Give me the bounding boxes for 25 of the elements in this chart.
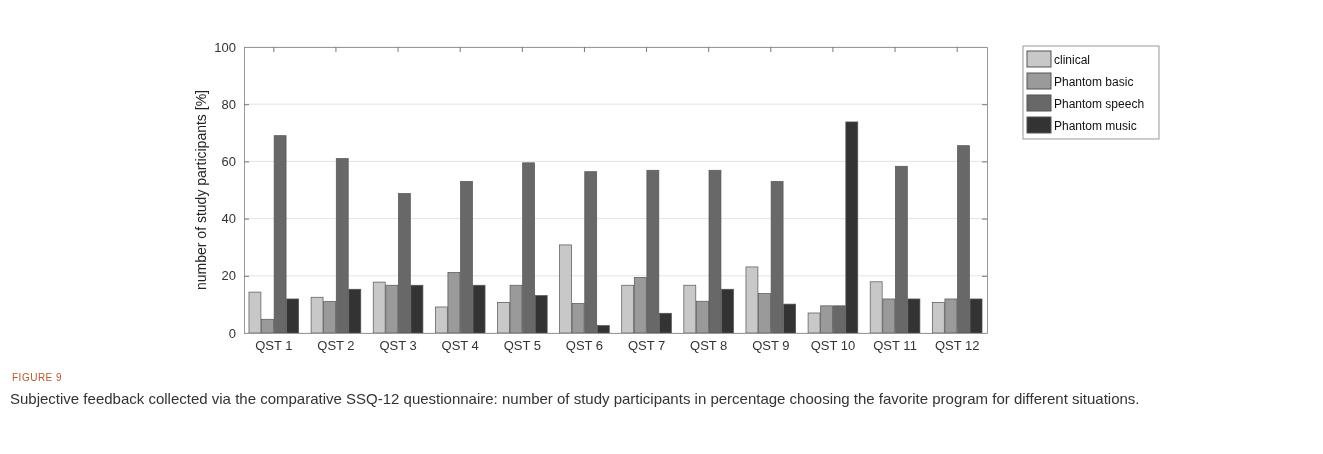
y-tick-label: 20 [221,268,236,284]
y-tick-label: 80 [221,96,236,112]
x-tick-label: QST 4 [441,338,479,354]
x-tick-label: QST 10 [810,338,856,354]
text: Subjective feedback collected via the comparative SSQ-12 questionnaire: number of study participants in percentage choosing the favorite program for different situations. [10,389,1141,409]
x-tick-label: QST 1 [255,338,293,354]
x-tick-label: QST 9 [752,338,790,354]
legend-label: Phantom speech [1054,97,1145,111]
legend-label: clinical [1054,53,1091,67]
y-axis-title: number of study participants [%] [193,90,209,290]
y-tick-label: 0 [228,325,236,341]
x-tick-label: QST 2 [317,338,355,354]
y-tick-label: 40 [221,211,236,227]
y-tick-label: 100 [214,39,236,55]
x-tick-label: QST 6 [565,338,604,354]
x-tick-label: QST 5 [503,338,541,354]
x-tick-label: QST 7 [627,338,666,354]
x-tick-label: QST 8 [690,338,728,354]
x-tick-label: QST 3 [379,338,417,354]
legend-label: Phantom music [1054,119,1137,133]
y-tick-label: 60 [221,154,236,170]
x-tick-label: QST 12 [934,338,980,354]
caption: FIGURE 9 [12,372,63,383]
x-tick-label: QST 11 [873,338,917,354]
legend-label: Phantom basic [1054,75,1134,89]
